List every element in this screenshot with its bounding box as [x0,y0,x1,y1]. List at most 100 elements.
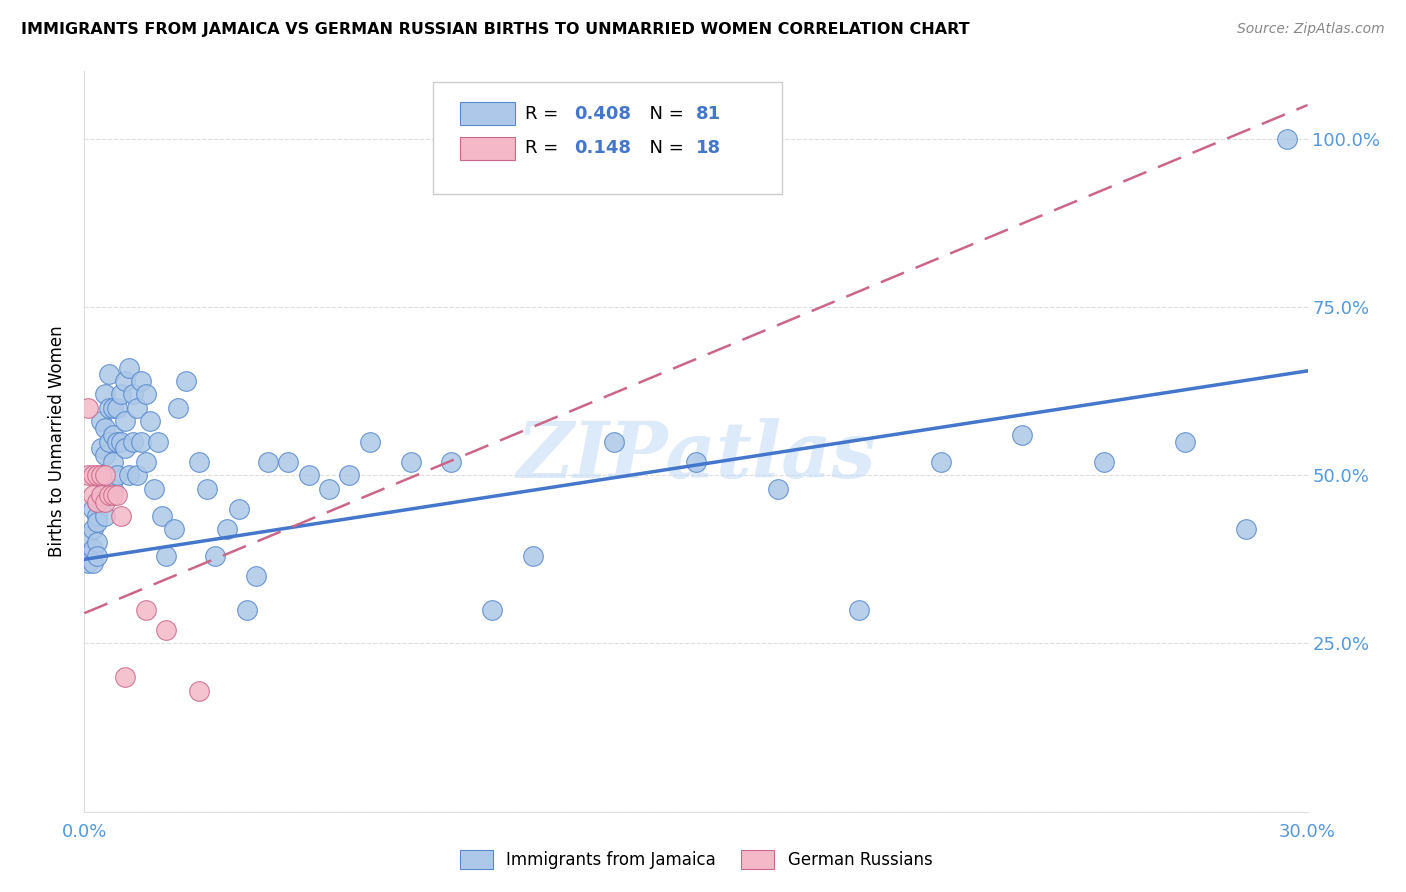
Point [127,468,149,483]
Point [114,374,136,388]
Point [155,623,177,637]
Point [82,468,104,483]
Point [163,522,186,536]
Point [114,442,136,456]
Text: 0.408: 0.408 [574,104,631,122]
Point [481,603,503,617]
Point [195,482,218,496]
Point [97,368,120,382]
Point [101,401,124,415]
Point [93,448,115,462]
Point [339,468,361,483]
Point [131,434,153,449]
Point [603,434,626,449]
Text: N =: N = [638,139,690,157]
Point [766,482,789,496]
Point [318,482,340,496]
Text: R =: R = [524,139,564,157]
Point [1011,427,1033,442]
Text: 0.148: 0.148 [574,139,631,157]
Text: Source: ZipAtlas.com: Source: ZipAtlas.com [1237,22,1385,37]
Point [90,468,112,483]
Point [167,401,190,415]
Point [685,455,707,469]
Point [90,414,112,428]
Point [93,421,115,435]
Text: 81: 81 [696,104,721,122]
Point [93,387,115,401]
Point [187,455,209,469]
Point [86,495,108,509]
Point [77,556,100,570]
Point [1236,522,1258,536]
Point [138,414,160,428]
Legend: Immigrants from Jamaica, German Russians: Immigrants from Jamaica, German Russians [451,841,941,878]
Point [101,482,124,496]
Point [1277,131,1299,145]
Point [86,508,108,523]
Point [105,434,128,449]
Point [82,488,104,502]
Point [135,603,157,617]
Point [522,549,544,563]
Point [114,414,136,428]
Point [90,442,112,456]
Point [399,455,422,469]
FancyBboxPatch shape [460,136,515,161]
Point [118,468,141,483]
Point [97,434,120,449]
Point [82,542,104,557]
Point [118,360,141,375]
Point [101,427,124,442]
Point [110,387,132,401]
Point [150,508,173,523]
Point [298,468,321,483]
Point [77,401,100,415]
Point [848,603,870,617]
Point [90,495,112,509]
Point [77,468,100,483]
Point [110,434,132,449]
Point [110,508,132,523]
Point [93,508,115,523]
Point [86,495,108,509]
Point [114,670,136,684]
Point [146,434,169,449]
Point [122,434,145,449]
Text: 18: 18 [696,139,721,157]
Point [135,455,157,469]
Point [105,468,128,483]
Point [359,434,381,449]
Text: ZIPatlas: ZIPatlas [516,418,876,494]
Point [257,455,280,469]
FancyBboxPatch shape [460,102,515,126]
Point [155,549,177,563]
Point [86,468,108,483]
Point [97,488,120,502]
Point [101,488,124,502]
Point [204,549,226,563]
Point [135,387,157,401]
Y-axis label: Births to Unmarried Women: Births to Unmarried Women [48,326,66,558]
Point [93,495,115,509]
Point [217,522,239,536]
Point [127,401,149,415]
Point [101,455,124,469]
Point [77,529,100,543]
Point [929,455,952,469]
Point [440,455,463,469]
Point [97,401,120,415]
Point [131,374,153,388]
Point [236,603,259,617]
Text: IMMIGRANTS FROM JAMAICA VS GERMAN RUSSIAN BIRTHS TO UNMARRIED WOMEN CORRELATION : IMMIGRANTS FROM JAMAICA VS GERMAN RUSSIA… [21,22,970,37]
Text: R =: R = [524,104,564,122]
Point [105,488,128,502]
FancyBboxPatch shape [433,82,782,194]
Point [90,468,112,483]
Point [82,522,104,536]
Point [86,535,108,549]
Text: N =: N = [638,104,690,122]
Point [77,549,100,563]
Point [122,387,145,401]
Point [90,488,112,502]
